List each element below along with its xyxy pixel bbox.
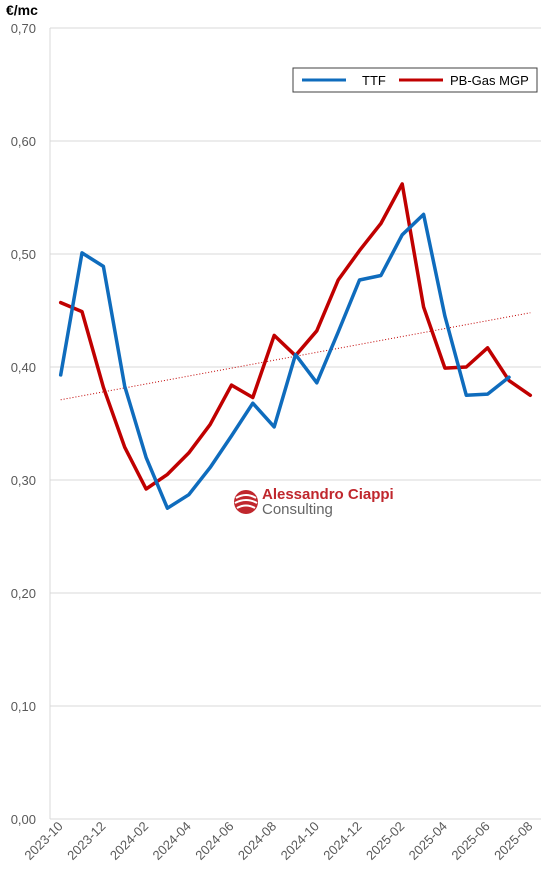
x-tick-label: 2025-02: [363, 819, 407, 863]
x-axis: 2023-102023-122024-022024-042024-062024-…: [21, 819, 535, 863]
y-tick-label: 0,70: [11, 21, 36, 36]
series-line-ttf: [58, 212, 511, 510]
y-tick-label: 0,00: [11, 812, 36, 827]
logo-subtitle-text: Consulting: [262, 501, 333, 518]
y-tick-label: 0,10: [11, 699, 36, 714]
y-axis: 0,00 0,10 0,20 0,30 0,40 0,50 0,60 0,70: [11, 21, 51, 827]
x-tick-label: 2023-12: [64, 819, 108, 863]
y-tick-label: 0,40: [11, 360, 36, 375]
logo-name-text: Alessandro Ciappi: [262, 486, 394, 503]
series-layer: [58, 182, 533, 510]
y-axis-unit-label: €/mc: [6, 2, 38, 18]
x-tick-label: 2024-12: [320, 819, 364, 863]
x-tick-label: 2025-06: [448, 819, 492, 863]
x-tick-label: 2024-02: [107, 819, 151, 863]
consulting-logo: Alessandro Ciappi Consulting: [234, 486, 394, 518]
logo-mark-icon: [234, 490, 258, 514]
gridlines: [50, 27, 541, 820]
legend-label-pb-gas-mgp: PB-Gas MGP: [450, 73, 529, 88]
legend-label-ttf: TTF: [362, 73, 386, 88]
x-tick-label: 2024-04: [150, 819, 194, 863]
y-tick-label: 0,60: [11, 134, 36, 149]
x-tick-label: 2025-08: [491, 819, 535, 863]
series-line-pb-gas-mgp: [58, 182, 533, 491]
x-tick-label: 2024-10: [278, 819, 322, 863]
legend: TTF PB-Gas MGP: [292, 67, 538, 93]
y-tick-label: 0,20: [11, 586, 36, 601]
y-tick-label: 0,30: [11, 473, 36, 488]
x-tick-label: 2024-08: [235, 819, 279, 863]
x-tick-label: 2025-04: [406, 819, 450, 863]
y-tick-label: 0,50: [11, 247, 36, 262]
x-tick-label: 2024-06: [192, 819, 236, 863]
